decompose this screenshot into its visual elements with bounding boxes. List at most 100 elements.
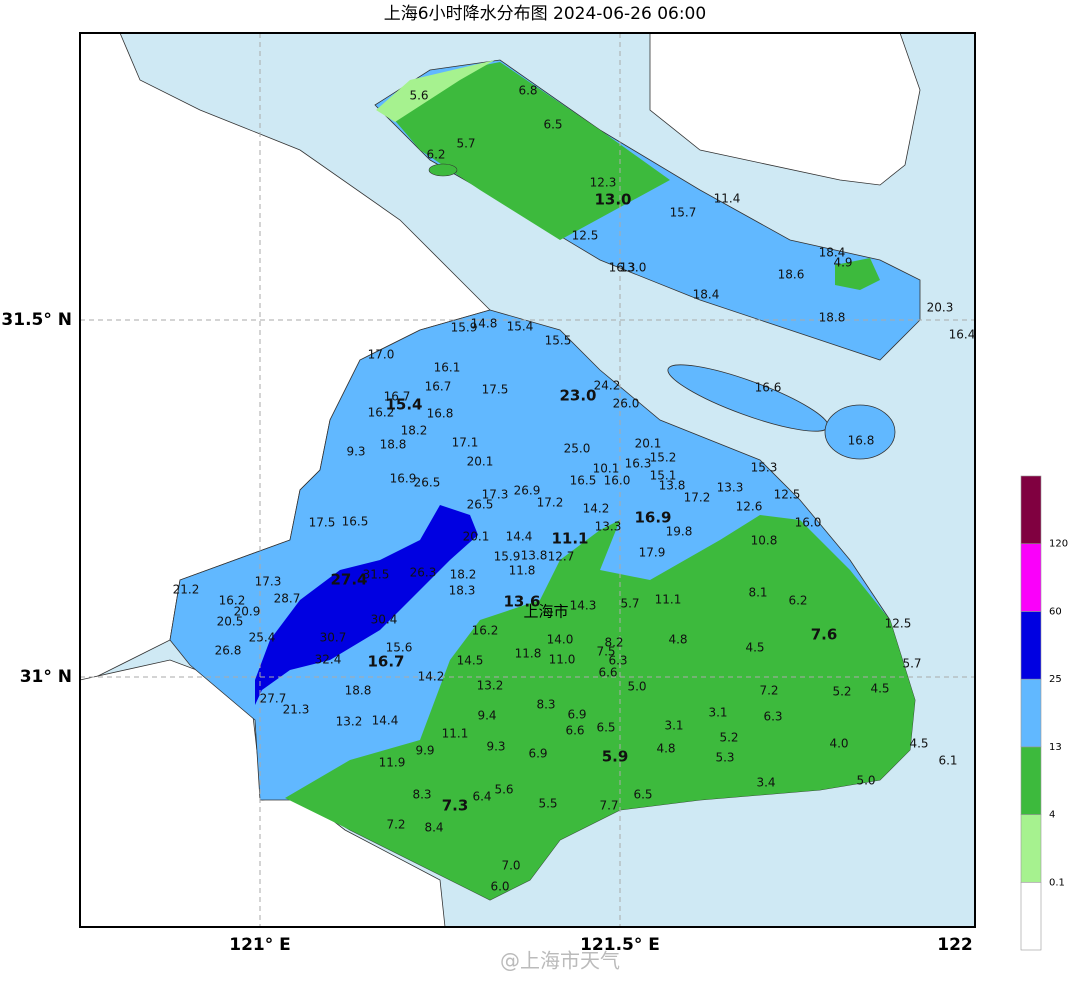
station-value: 11.8 bbox=[515, 647, 542, 661]
lat-label: 31° N bbox=[20, 667, 72, 687]
station-value: 16.2 bbox=[368, 406, 395, 420]
station-value: 6.2 bbox=[788, 594, 807, 608]
legend-level: 4 bbox=[1049, 810, 1055, 821]
station-value: 5.7 bbox=[456, 137, 475, 151]
legend-swatch bbox=[1020, 746, 1042, 815]
station-value: 17.5 bbox=[482, 383, 509, 397]
station-value: 5.5 bbox=[538, 797, 557, 811]
station-value: 25.0 bbox=[564, 442, 591, 456]
legend-level: 13 bbox=[1049, 742, 1062, 753]
station-value: 9.3 bbox=[346, 445, 365, 459]
legend-swatch bbox=[1020, 543, 1042, 612]
station-value: 26.5 bbox=[414, 476, 441, 490]
station-value: 13.2 bbox=[336, 715, 363, 729]
station-value: 16.0 bbox=[604, 474, 631, 488]
station-value: 15.4 bbox=[507, 320, 534, 334]
station-value: 13.3 bbox=[717, 481, 744, 495]
station-value: 26.0 bbox=[613, 397, 640, 411]
station-value: 18.2 bbox=[401, 424, 428, 438]
legend-swatch bbox=[1020, 611, 1042, 680]
station-value: 17.3 bbox=[482, 488, 509, 502]
station-value: 30.7 bbox=[320, 631, 347, 645]
station-value: 15.9 bbox=[451, 321, 478, 335]
station-value: 12.6 bbox=[736, 500, 763, 514]
station-value: 7.3 bbox=[442, 797, 469, 815]
station-value: 5.0 bbox=[856, 774, 875, 788]
station-value: 5.2 bbox=[719, 731, 738, 745]
station-value: 26.9 bbox=[514, 484, 541, 498]
station-value: 12.5 bbox=[774, 488, 801, 502]
station-value: 14.2 bbox=[583, 502, 610, 516]
station-value: 15.4 bbox=[385, 396, 422, 414]
station-value: 20.1 bbox=[467, 455, 494, 469]
lat-label: 31.5° N bbox=[1, 310, 72, 330]
station-value: 14.5 bbox=[457, 654, 484, 668]
station-value: 5.0 bbox=[627, 680, 646, 694]
station-value: 5.6 bbox=[409, 89, 428, 103]
station-value: 4.5 bbox=[909, 737, 928, 751]
station-value: 11.1 bbox=[442, 727, 469, 741]
station-value: 10.8 bbox=[751, 534, 778, 548]
watermark: @上海市天气 bbox=[500, 949, 620, 973]
station-value: 4.5 bbox=[870, 682, 889, 696]
station-value: 16.9 bbox=[390, 472, 417, 486]
station-value: 20.9 bbox=[234, 605, 261, 619]
station-value: 14.4 bbox=[372, 714, 399, 728]
station-value: 11.0 bbox=[549, 653, 576, 667]
station-value: 9.9 bbox=[415, 744, 434, 758]
station-value: 18.2 bbox=[450, 568, 477, 582]
station-value: 30.4 bbox=[371, 613, 398, 627]
station-value: 4.5 bbox=[745, 641, 764, 655]
legend-swatch bbox=[1020, 814, 1042, 883]
station-value: 6.5 bbox=[543, 118, 562, 132]
station-value: 13.3 bbox=[595, 520, 622, 534]
station-value: 17.2 bbox=[684, 491, 711, 505]
station-value: 9.3 bbox=[486, 740, 505, 754]
station-value: 18.4 bbox=[819, 246, 846, 260]
station-value: 3.1 bbox=[664, 719, 683, 733]
station-value: 17.5 bbox=[309, 516, 336, 530]
station-value: 14.8 bbox=[471, 317, 498, 331]
station-value: 12.3 bbox=[590, 176, 617, 190]
station-value: 12.5 bbox=[885, 617, 912, 631]
station-value: 18.4 bbox=[693, 288, 720, 302]
station-value: 16.3 bbox=[625, 457, 652, 471]
station-value: 26.8 bbox=[215, 644, 242, 658]
station-value: 19.8 bbox=[666, 525, 693, 539]
station-value: 11.9 bbox=[379, 756, 406, 770]
station-value: 5.2 bbox=[832, 685, 851, 699]
station-value: 13.6 bbox=[503, 593, 540, 611]
station-value: 28.7 bbox=[274, 592, 301, 606]
legend-swatch bbox=[1020, 475, 1042, 545]
station-value: 11.1 bbox=[655, 593, 682, 607]
station-value: 6.5 bbox=[633, 788, 652, 802]
title: 上海6小时降水分布图 2024-06-26 06:00 bbox=[384, 4, 706, 24]
station-value: 15.3 bbox=[751, 461, 778, 475]
station-value: 4.9 bbox=[833, 256, 852, 270]
station-value: 20.1 bbox=[635, 437, 662, 451]
legend-swatch bbox=[1020, 881, 1042, 951]
station-value: 25.4 bbox=[249, 631, 276, 645]
station-value: 6.6 bbox=[565, 724, 584, 738]
station-value: 8.2 bbox=[604, 636, 623, 650]
station-value: 18.8 bbox=[380, 438, 407, 452]
station-value: 4.0 bbox=[829, 737, 848, 751]
station-value: 5.7 bbox=[620, 597, 639, 611]
station-value: 4.8 bbox=[656, 742, 675, 756]
station-value: 6.8 bbox=[518, 84, 537, 98]
station-value: 16.4 bbox=[949, 328, 976, 342]
station-value: 27.4 bbox=[330, 571, 367, 589]
legend-level: 60 bbox=[1049, 606, 1062, 617]
station-value: 15.9 bbox=[494, 550, 521, 564]
station-value: 16.7 bbox=[425, 380, 452, 394]
station-value: 16.2 bbox=[219, 594, 246, 608]
lon-label: 122 bbox=[937, 935, 973, 955]
station-value: 20.5 bbox=[217, 615, 244, 629]
station-value: 16.8 bbox=[848, 434, 875, 448]
station-value: 26.3 bbox=[410, 566, 437, 580]
station-value: 13.0 bbox=[620, 261, 647, 275]
station-value: 5.7 bbox=[902, 657, 921, 671]
station-value: 18.8 bbox=[819, 311, 846, 325]
station-value: 12.5 bbox=[572, 229, 599, 243]
